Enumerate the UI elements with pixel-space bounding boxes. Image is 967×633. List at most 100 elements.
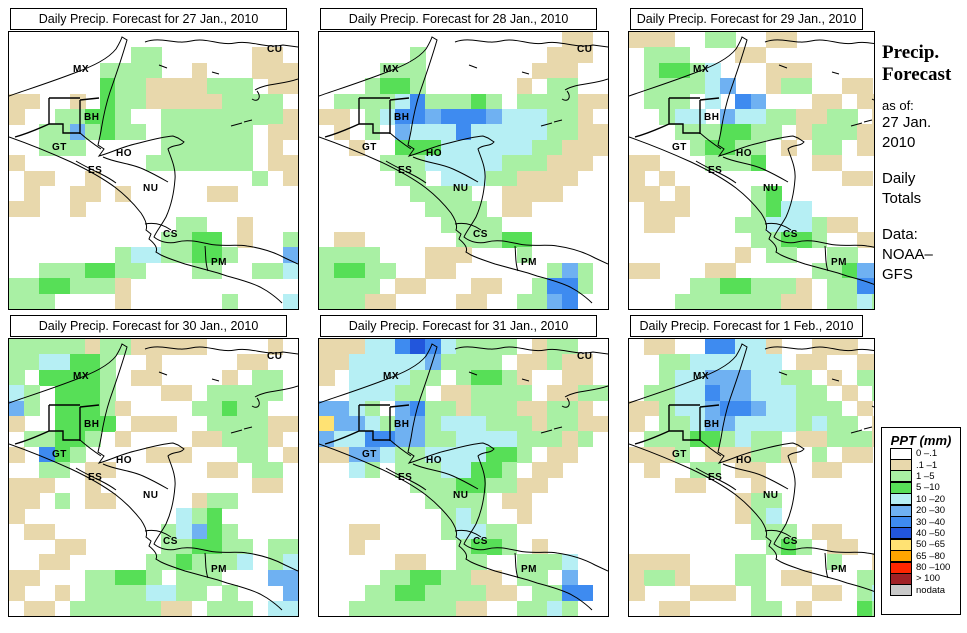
precip-cell: [206, 415, 223, 432]
precip-cell: [516, 124, 533, 141]
precip-cell: [659, 32, 676, 48]
precip-cell: [24, 185, 40, 202]
precip-cell: [826, 262, 843, 279]
precip-cell: [689, 139, 706, 156]
precip-cell: [674, 185, 691, 202]
precip-cell: [486, 232, 503, 248]
precip-cell: [364, 247, 381, 264]
precip-cell: [735, 369, 752, 386]
precip-cell: [705, 462, 721, 478]
precip-cell: [282, 247, 298, 264]
precip-cell: [765, 78, 782, 95]
country-label-es: ES: [88, 165, 103, 176]
precip-cell: [237, 78, 253, 95]
precip-cell: [644, 93, 660, 110]
precip-cell: [629, 155, 645, 171]
small-islands: [158, 64, 253, 127]
precip-cell: [455, 185, 472, 202]
guatemala-border: [14, 97, 80, 138]
precip-cell: [689, 62, 706, 79]
precip-cell: [629, 170, 645, 187]
precip-cell: [735, 93, 752, 110]
elsalvador-border: [695, 467, 737, 491]
precip-cell: [486, 170, 503, 187]
precip-cell: [547, 62, 563, 79]
precip-cell: [811, 585, 828, 602]
precip-cell: [750, 523, 767, 540]
precip-cell: [425, 354, 442, 371]
precip-cell: [206, 462, 223, 478]
precip-cell: [516, 569, 533, 586]
data-source-line2: GFS: [882, 266, 913, 283]
precip-cell: [379, 600, 396, 616]
precip-cell: [796, 385, 813, 402]
precip-cell: [319, 293, 335, 309]
precip-cell: [206, 554, 223, 571]
precip-cell: [516, 415, 533, 432]
legend-swatch: [890, 504, 912, 517]
precip-cell: [252, 385, 269, 402]
legend-entry: .1 –1: [890, 459, 960, 472]
precip-cell: [501, 539, 518, 555]
precip-cell: [735, 47, 752, 64]
precip-cell: [364, 385, 381, 402]
precip-cell: [720, 278, 736, 295]
precip-cell: [39, 262, 56, 279]
precip-cell: [206, 400, 223, 417]
precip-cell: [486, 431, 503, 448]
precip-cell: [826, 523, 843, 540]
precip-cell: [872, 124, 874, 141]
precip-cell: [440, 585, 457, 602]
precip-cell: [705, 78, 721, 95]
precip-cell: [349, 415, 366, 432]
precip-cell: [206, 78, 223, 95]
precip-cell: [440, 415, 457, 432]
precip-cell: [24, 93, 40, 110]
precip-cell: [644, 554, 660, 571]
precip-cell: [705, 293, 721, 309]
precip-cell: [781, 278, 797, 295]
precip-cell: [237, 385, 253, 402]
precip-cell: [705, 385, 721, 402]
precip-cell: [720, 262, 736, 279]
precip-cell: [9, 293, 25, 309]
precip-cell: [176, 585, 193, 602]
precip-cell: [689, 477, 706, 494]
precip-cell: [765, 62, 782, 79]
precip-cell: [644, 47, 660, 64]
precip-cell: [115, 108, 132, 125]
sidebar-heading-line1: Precip.: [882, 42, 940, 63]
caribbean-coast: [629, 343, 874, 555]
precip-cell: [547, 462, 563, 478]
country-label-mx: MX: [693, 371, 709, 382]
precip-cell: [811, 93, 828, 110]
precip-cell: [395, 170, 411, 187]
precip-cell: [750, 385, 767, 402]
precip-cell: [659, 216, 676, 233]
precip-cell: [24, 278, 40, 295]
precip-cell: [176, 600, 193, 616]
precip-cell: [516, 155, 533, 171]
precip-cell: [531, 354, 548, 371]
precip-cell: [486, 278, 503, 295]
precip-cell: [841, 431, 858, 448]
precip-cell: [644, 431, 660, 448]
small-islands: [468, 64, 563, 127]
precip-cell: [440, 385, 457, 402]
precip-cell: [206, 108, 223, 125]
precip-cell: [191, 585, 208, 602]
precip-cell: [334, 108, 350, 125]
precip-cell: [562, 431, 579, 448]
precip-cell: [282, 554, 298, 571]
caribbean-coast: [319, 343, 608, 572]
precip-cell: [161, 523, 177, 540]
precip-cell: [54, 462, 71, 478]
precip-cell: [252, 431, 269, 448]
precip-cell: [364, 415, 381, 432]
precip-cell: [765, 108, 782, 125]
legend-entry: 1 –5: [890, 470, 960, 483]
precip-cell: [765, 523, 782, 540]
precip-cell: [191, 492, 208, 509]
nicaragua-costarica-border: [764, 529, 792, 538]
